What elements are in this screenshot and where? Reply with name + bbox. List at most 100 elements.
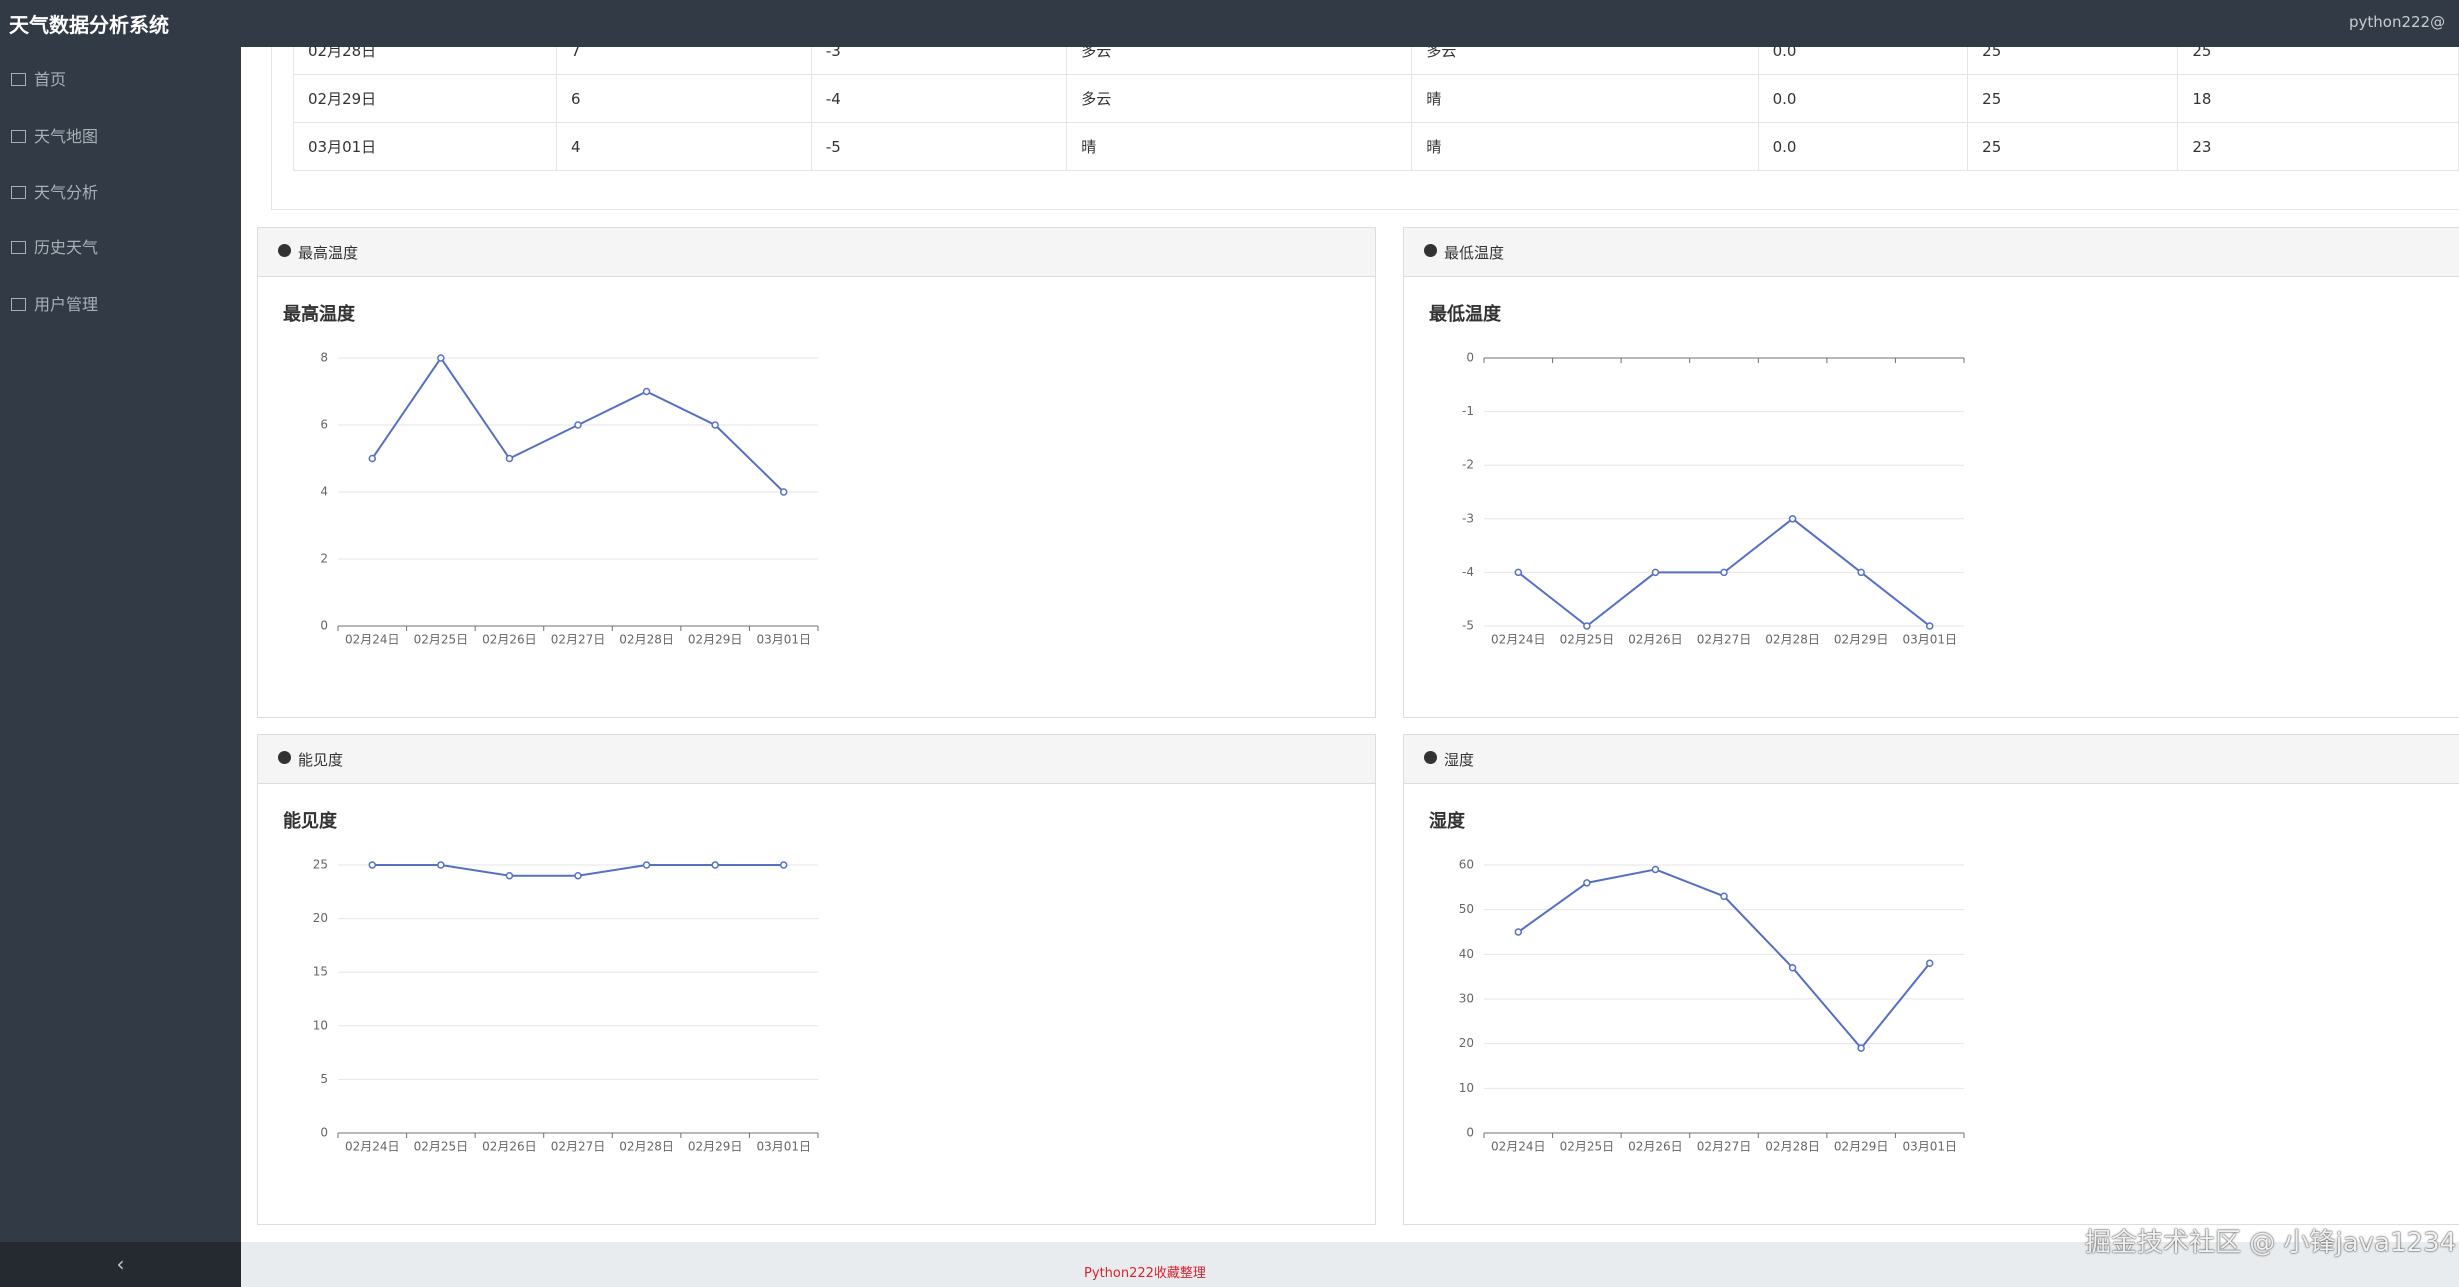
- table-cell: 18: [2177, 74, 2459, 123]
- x-tick-label: 02月24日: [345, 633, 400, 647]
- point: [1720, 892, 1728, 901]
- menu-icon: [11, 130, 26, 143]
- table-container: [271, 0, 2459, 210]
- table-cell: 晴: [1066, 122, 1413, 171]
- x-tick-label: 02月24日: [1491, 1140, 1546, 1154]
- panel-header: 能见度: [258, 735, 1375, 784]
- menu-item[interactable]: 天气地图: [11, 123, 98, 147]
- x-tick-label: 02月26日: [1628, 1140, 1683, 1154]
- point: [711, 421, 719, 429]
- table-cell: 0.0: [1757, 74, 1969, 123]
- table-cell: 23: [2177, 122, 2459, 171]
- menu-item[interactable]: 天气分析: [11, 179, 98, 203]
- table-cell: -4: [810, 74, 1068, 123]
- table-cell: 多云: [1066, 74, 1413, 123]
- top-bar: 天气数据分析系统 python222@: [0, 0, 2459, 47]
- y-tick-label: 0: [1466, 351, 1474, 365]
- x-tick-label: 03月01日: [756, 633, 811, 647]
- panel-header: 最低温度: [1404, 228, 2459, 277]
- weather-table: 02月28日 7 -3 多云 多云 0.0 25 25 02月29日 6 -4 多云晴 0.0 25 18 0…: [293, 26, 2459, 171]
- menu-label: 首页: [34, 70, 67, 89]
- menu-item[interactable]: 用户管理: [11, 291, 98, 315]
- table-cell: 02月29日: [293, 74, 557, 123]
- point: [642, 861, 651, 869]
- x-tick-label: 02月28日: [619, 1140, 674, 1154]
- sidebar-toggle[interactable]: ‹: [0, 1242, 241, 1287]
- menu-icon: [11, 298, 26, 311]
- panel-icon: [278, 751, 291, 764]
- point: [1583, 622, 1591, 630]
- x-tick-label: 03月01日: [1902, 1140, 1957, 1154]
- point: [437, 354, 445, 362]
- chart: 0 5 10 15 20 25 02月24日 02月25日 02月26日 02月27日 02月28日…: [313, 858, 819, 1154]
- x-tick-label: 02月29日: [1834, 633, 1889, 647]
- table-cell: 4: [556, 122, 812, 171]
- x-tick-label: 02月28日: [1765, 633, 1820, 647]
- point: [1925, 959, 1934, 968]
- menu-icon: [11, 186, 26, 199]
- point: [437, 861, 445, 869]
- x-tick-label: 02月29日: [688, 633, 743, 647]
- y-tick-label: -2: [1462, 458, 1474, 472]
- table-row: 03月01日 4 -5 晴晴 0.0 25 23: [293, 122, 2459, 171]
- y-tick-label: -4: [1462, 565, 1474, 579]
- menu-icon: [11, 73, 26, 86]
- table-cell: 03月01日: [293, 122, 557, 171]
- menu-label: 用户管理: [34, 295, 99, 314]
- x-tick-label: 02月24日: [1491, 633, 1546, 647]
- point: [1651, 568, 1660, 577]
- table-row: 02月29日 6 -4 多云晴 0.0 25 18: [293, 74, 2459, 123]
- point: [368, 454, 377, 463]
- point: [1857, 568, 1865, 577]
- y-tick-label: 8: [320, 351, 328, 365]
- y-tick-label: 15: [313, 965, 328, 979]
- x-tick-label: 02月24日: [345, 1140, 400, 1154]
- app-title: 天气数据分析系统: [9, 13, 169, 37]
- table-cell: 晴: [1411, 74, 1759, 123]
- x-tick-label: 02月26日: [482, 633, 537, 647]
- table-cell: 0.0: [1757, 122, 1969, 171]
- point: [1788, 963, 1797, 972]
- y-tick-label: -3: [1462, 511, 1474, 525]
- x-tick-label: 02月25日: [414, 1140, 469, 1154]
- y-tick-label: 0: [320, 1126, 328, 1140]
- y-tick-label: 30: [1459, 992, 1474, 1006]
- x-tick-label: 02月27日: [551, 633, 606, 647]
- table-cell: -5: [810, 122, 1068, 171]
- x-tick-label: 02月26日: [482, 1140, 537, 1154]
- point: [1514, 568, 1523, 577]
- menu-item[interactable]: 历史天气: [11, 234, 98, 258]
- chart: 0 10 20 30 40 50 60 02月24日 02月25日 02月26日 02月27日 02月…: [1459, 858, 1965, 1154]
- x-tick-label: 02月25日: [1560, 1140, 1615, 1154]
- y-tick-label: 60: [1459, 858, 1474, 872]
- point: [1583, 879, 1591, 887]
- y-tick-label: 25: [313, 858, 328, 872]
- menu-label: 历史天气: [34, 238, 99, 257]
- x-tick-label: 02月27日: [1697, 633, 1752, 647]
- panel-header: 最高温度: [258, 228, 1375, 277]
- chart-panel: 最低温度 最低温度 0 -1 -2 -3 -4 -5 02月24日 02月25日 02月26日 02月…: [1403, 227, 2459, 718]
- chart: 0 -1 -2 -3 -4 -5 02月24日 02月25日 02月26日 02月27日 02月28…: [1462, 351, 1965, 647]
- point: [505, 871, 514, 880]
- y-tick-label: 10: [1459, 1081, 1474, 1095]
- point: [574, 421, 582, 429]
- y-tick-label: 20: [313, 911, 328, 925]
- menu-icon: [11, 241, 26, 254]
- menu-item[interactable]: 首页: [11, 66, 66, 90]
- menu-label: 天气分析: [34, 183, 99, 202]
- table-cell: 25: [1967, 74, 2179, 123]
- y-tick-label: 50: [1459, 902, 1474, 916]
- table-cell: 晴: [1411, 122, 1759, 171]
- panel-icon: [278, 244, 291, 257]
- chart-panel: 最高温度 最高温度 0 2 4 6 8 02月24日 02月25日 02月26日 02月27日 02月…: [257, 227, 1376, 718]
- x-tick-label: 02月26日: [1628, 633, 1683, 647]
- point: [1720, 568, 1728, 577]
- y-tick-label: 10: [313, 1018, 328, 1032]
- panel-title: 湿度: [1444, 751, 1475, 769]
- user-menu[interactable]: python222@: [2349, 13, 2446, 31]
- chart-panel: 湿度 湿度 0 10 20 30 40 50 60 02月24日 02月25日 02月26日 02月27…: [1403, 734, 2459, 1225]
- y-tick-label: -5: [1462, 619, 1474, 633]
- watermark: 掘金技术社区 @ 小锋java1234: [2085, 1228, 2457, 1258]
- point: [505, 454, 514, 463]
